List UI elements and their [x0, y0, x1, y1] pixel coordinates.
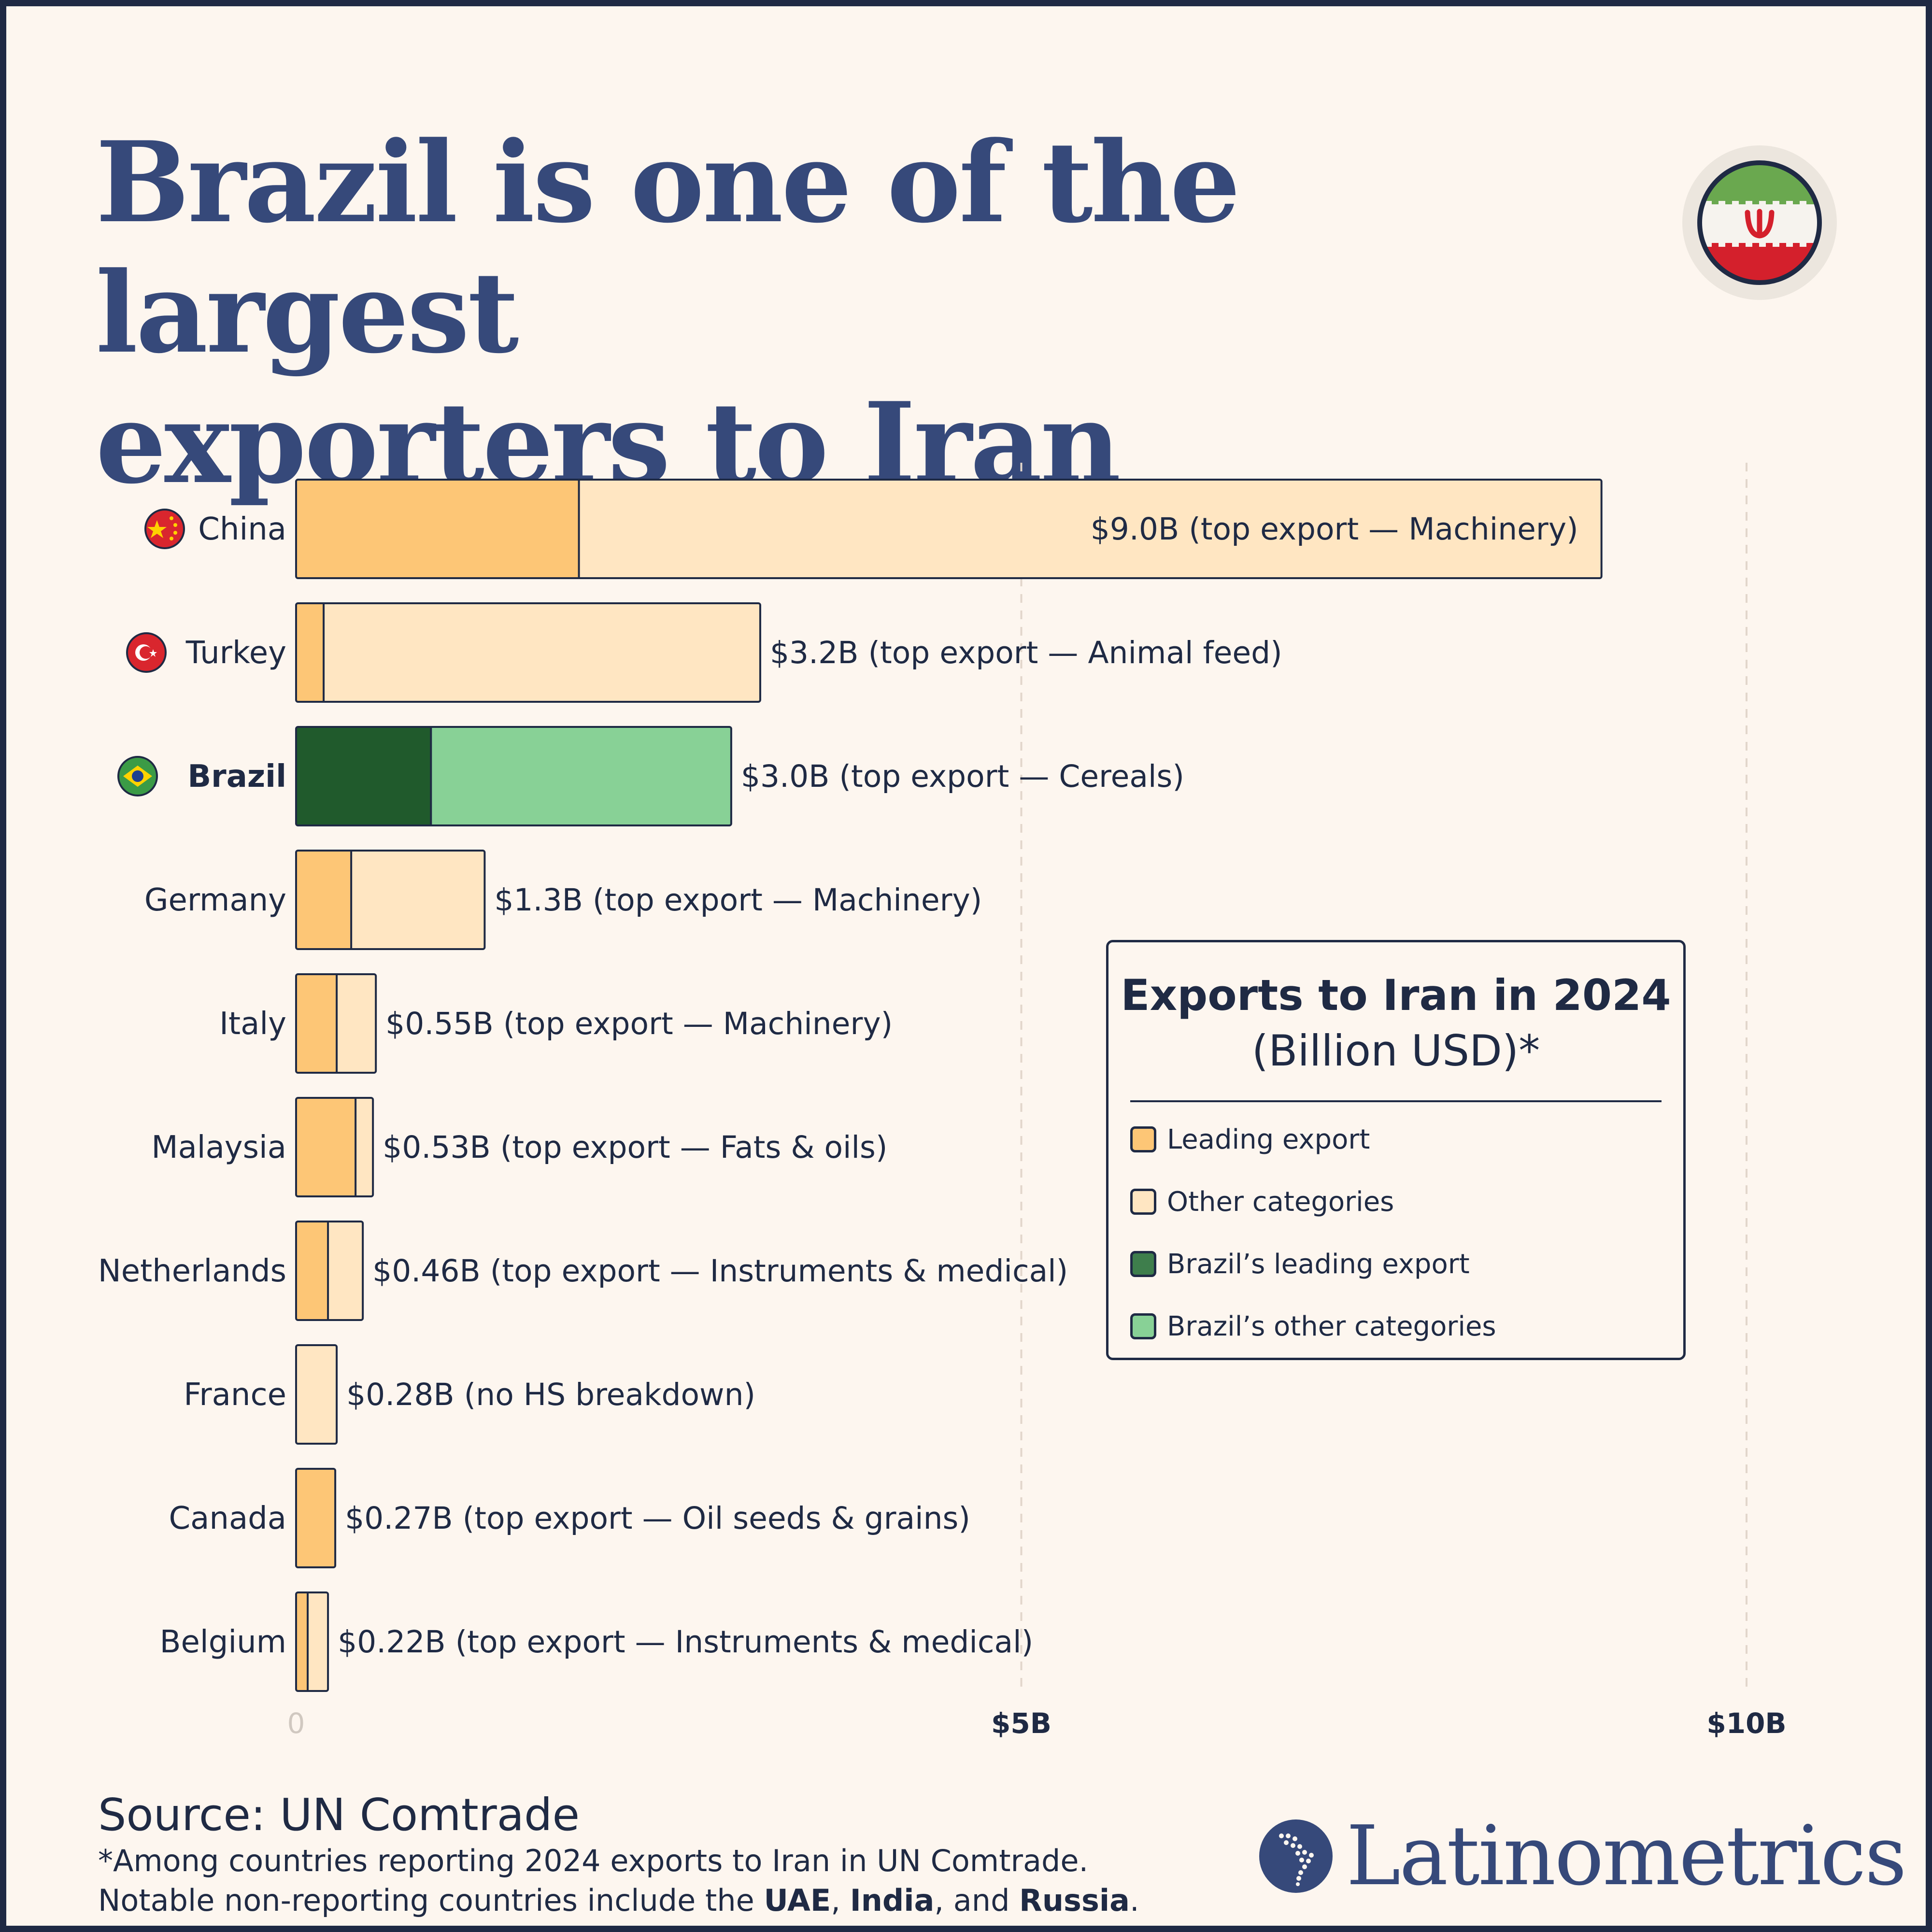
bar-chart: $9.0B (top export — Machinery) China $3.2B… [98, 463, 1787, 1740]
footnote-prefix: Notable non-reporting countries include … [98, 1883, 764, 1918]
footnote-and: , and [934, 1883, 1020, 1918]
category-label: Turkey [185, 635, 286, 671]
brazil-flag-icon [117, 756, 158, 796]
bar-leading-italy [296, 974, 337, 1073]
value-label: $3.2B (top export — Animal feed) [770, 635, 1282, 670]
bars-layer [295, 479, 1603, 1692]
bar-outline-germany [295, 850, 486, 950]
brand-name: Latinometrics [1346, 1808, 1907, 1904]
flag-top-edge-pattern [1705, 201, 1806, 206]
value-label: $1.3B (top export — Machinery) [494, 882, 982, 918]
legend-swatch-other [1130, 1189, 1156, 1215]
value-label: $0.53B (top export — Fats & oils) [383, 1130, 887, 1165]
value-label: $9.0B (top export — Machinery) [1091, 511, 1578, 547]
turkey-flag-icon [126, 632, 167, 673]
category-label: Germany [144, 882, 286, 918]
legend-swatch-brazil-leading [1130, 1251, 1156, 1277]
bar-other-turkey [296, 603, 760, 702]
footnote-russia: Russia [1019, 1883, 1130, 1918]
bar-leading-malaysia [296, 1098, 356, 1196]
flag-bottom-edge-pattern [1705, 242, 1806, 247]
category-label: Brazil [187, 759, 286, 795]
footnote-india: India [850, 1883, 935, 1918]
category-label: Netherlands [98, 1253, 286, 1289]
legend-subtitle: (Billion USD)* [1251, 1026, 1540, 1076]
value-label: $0.55B (top export — Machinery) [385, 1006, 893, 1041]
bar-outline-turkey [295, 602, 761, 703]
value-label: $0.28B (no HS breakdown) [346, 1377, 755, 1412]
brand-logo: Latinometrics [1257, 1808, 1907, 1904]
badge-ring [1697, 160, 1822, 285]
category-label: Italy [219, 1006, 286, 1042]
legend-label: Other categories [1167, 1186, 1394, 1218]
category-label: Belgium [160, 1624, 286, 1660]
flag-emblem [1745, 209, 1775, 239]
legend-item-leading: Leading export [1130, 1122, 1370, 1156]
bar-other-china [296, 480, 1602, 578]
category-label: Malaysia [151, 1130, 286, 1165]
bar-leading-china [296, 480, 579, 578]
bar-outline-italy [295, 973, 377, 1074]
legend-item-brazil-other: Brazil’s other categories [1130, 1309, 1496, 1343]
category-label: China [198, 511, 286, 547]
bar-outline-china [295, 479, 1603, 579]
legend-label: Leading export [1167, 1123, 1370, 1155]
footnote-line-1: *Among countries reporting 2024 exports … [98, 1843, 1089, 1878]
footnote-line-2: Notable non-reporting countries include … [98, 1881, 1139, 1920]
legend-swatch-leading [1130, 1126, 1156, 1152]
legend-divider [1130, 1100, 1662, 1102]
bar-leading-germany [296, 851, 352, 949]
legend-item-brazil-leading: Brazil’s leading export [1130, 1247, 1470, 1281]
source-label: Source: UN Comtrade [98, 1789, 580, 1841]
bar-outline-netherlands [295, 1221, 364, 1321]
bar-other-france [296, 1345, 337, 1444]
legend-swatch-brazil-other [1130, 1313, 1156, 1339]
footnote-uae: UAE [764, 1883, 831, 1918]
value-label: $0.46B (top export — Instruments & medic… [372, 1253, 1068, 1289]
category-label: France [184, 1377, 286, 1413]
infographic-canvas: Brazil is one of the largest exporters t… [6, 6, 1926, 1926]
value-label: $0.22B (top export — Instruments & medic… [338, 1624, 1033, 1660]
category-label: Canada [169, 1501, 286, 1536]
x-tick-label: 0 [287, 1707, 305, 1740]
bar-outline-malaysia [295, 1097, 374, 1197]
legend: Exports to Iran in 2024 (Billion USD)* L… [1106, 940, 1686, 1360]
x-tick-label: $5B [991, 1707, 1051, 1740]
legend-label: Brazil’s other categories [1167, 1310, 1496, 1342]
legend-label: Brazil’s leading export [1167, 1248, 1470, 1280]
value-label: $0.27B (top export — Oil seeds & grains) [345, 1501, 970, 1536]
x-tick-label: $10B [1706, 1707, 1786, 1740]
bar-leading-brazil [296, 727, 431, 825]
bar-leading-netherlands [296, 1222, 328, 1320]
china-flag-icon [144, 509, 185, 549]
bar-leading-belgium [296, 1592, 308, 1691]
bar-outline-belgium [295, 1591, 329, 1692]
footnote-period: . [1129, 1883, 1139, 1918]
title-line-1: Brazil is one of the largest [96, 117, 1240, 378]
bar-leading-turkey [296, 603, 324, 702]
footnote-comma: , [831, 1883, 850, 1918]
bar-outline-canada [295, 1468, 337, 1568]
grid-layer [1020, 463, 1747, 1692]
iran-flag-icon [1682, 145, 1837, 300]
legend-item-other: Other categories [1130, 1185, 1394, 1219]
bar-outline-brazil [295, 726, 732, 826]
bar-leading-canada [296, 1469, 336, 1567]
legend-title: Exports to Iran in 2024 [1121, 970, 1671, 1020]
latin-america-map-icon [1259, 1819, 1333, 1893]
value-label: $3.0B (top export — Cereals) [741, 759, 1184, 794]
ticks-layer: 0 $5B $10B [287, 1707, 1787, 1740]
bar-outline-france [295, 1344, 338, 1445]
labels-layer: $9.0B (top export — Machinery) China $3.2B… [98, 509, 1578, 1660]
